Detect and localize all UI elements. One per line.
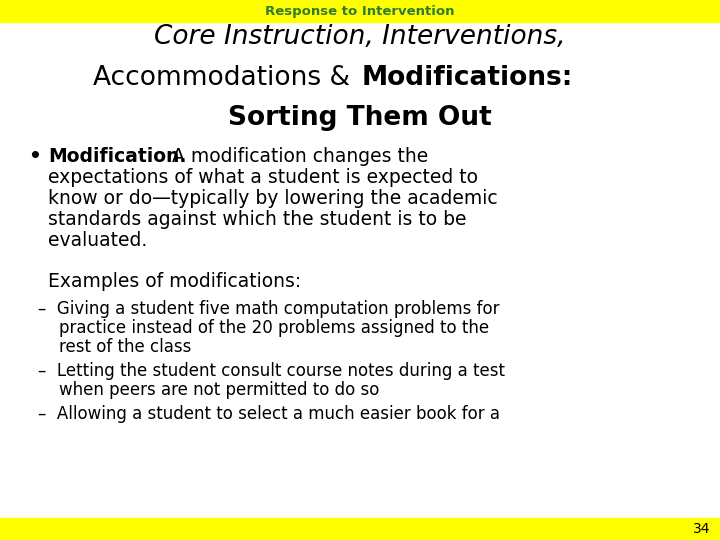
Text: –  Allowing a student to select a much easier book for a: – Allowing a student to select a much ea…	[38, 405, 500, 423]
Text: A modification changes the: A modification changes the	[166, 147, 428, 166]
Text: Sorting Them Out: Sorting Them Out	[228, 105, 492, 131]
Text: Examples of modifications:: Examples of modifications:	[48, 272, 301, 291]
Text: rest of the class: rest of the class	[38, 338, 192, 356]
Text: practice instead of the 20 problems assigned to the: practice instead of the 20 problems assi…	[38, 319, 489, 337]
Bar	[0, 0, 720, 22]
Text: Modification.: Modification.	[48, 147, 186, 166]
Text: when peers are not permitted to do so: when peers are not permitted to do so	[38, 381, 379, 399]
Text: Modifications:: Modifications:	[362, 65, 573, 91]
Text: standards against which the student is to be: standards against which the student is t…	[48, 210, 467, 229]
Text: •: •	[28, 147, 41, 166]
Text: –  Giving a student five math computation problems for: – Giving a student five math computation…	[38, 300, 500, 318]
Text: Core Instruction, Interventions,: Core Instruction, Interventions,	[154, 24, 566, 50]
Text: evaluated.: evaluated.	[48, 231, 148, 250]
Text: 34: 34	[693, 522, 710, 536]
Text: know or do—typically by lowering the academic: know or do—typically by lowering the aca…	[48, 189, 498, 208]
Text: Response to Intervention: Response to Intervention	[265, 4, 455, 17]
Text: Accommodations &: Accommodations &	[93, 65, 358, 91]
Bar	[0, 518, 720, 540]
Text: –  Letting the student consult course notes during a test: – Letting the student consult course not…	[38, 362, 505, 380]
Text: expectations of what a student is expected to: expectations of what a student is expect…	[48, 168, 478, 187]
